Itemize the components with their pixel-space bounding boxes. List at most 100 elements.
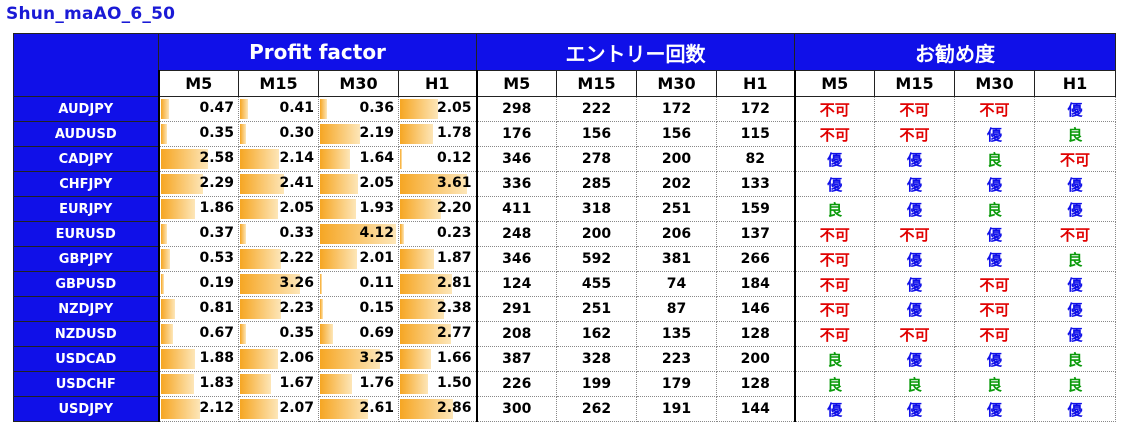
profit-factor-cell: 3.25 — [318, 346, 399, 372]
profit-factor-bar — [400, 174, 467, 194]
recommendation-cell: 優 — [954, 221, 1036, 247]
recommendation-cell: 優 — [874, 271, 956, 297]
entry-count-cell: 87 — [636, 296, 718, 322]
entry-count-cell: 176 — [475, 121, 558, 147]
recommendation-cell: 優 — [874, 346, 956, 372]
recommendation-cell: 優 — [1034, 321, 1117, 347]
recommendation-cell: 不可 — [874, 96, 956, 122]
page-title: Shun_maAO_6_50 — [6, 4, 176, 24]
profit-factor-bar — [400, 324, 452, 344]
profit-factor-cell: 0.19 — [157, 271, 239, 297]
profit-factor-cell: 2.61 — [318, 396, 399, 422]
profit-factor-bar — [240, 399, 279, 419]
timeframe-header: M15 — [874, 70, 956, 97]
profit-factor-cell: 2.19 — [318, 121, 399, 147]
profit-factor-cell: 1.88 — [157, 346, 239, 372]
entry-count-cell: 124 — [475, 271, 558, 297]
recommendation-cell: 不可 — [954, 271, 1036, 297]
profit-factor-value: 0.41 — [279, 100, 314, 116]
profit-factor-cell: 2.14 — [238, 146, 319, 172]
profit-factor-cell: 0.30 — [238, 121, 319, 147]
entry-count-cell: 200 — [636, 146, 718, 172]
profit-factor-cell: 0.23 — [397, 221, 478, 247]
entry-count-cell: 291 — [475, 296, 558, 322]
profit-factor-bar — [160, 274, 164, 294]
group-header-recommendation: お勧め度 — [794, 33, 1117, 71]
recommendation-cell: 優 — [874, 171, 956, 197]
profit-factor-value: 2.58 — [199, 150, 234, 166]
profit-factor-bar — [160, 199, 195, 219]
recommendation-cell: 不可 — [793, 321, 876, 347]
profit-factor-value: 1.67 — [279, 375, 314, 391]
recommendation-cell: 不可 — [954, 96, 1036, 122]
entry-count-cell: 144 — [716, 396, 796, 422]
profit-factor-bar — [320, 374, 353, 394]
recommendation-cell: 不可 — [793, 221, 876, 247]
profit-factor-value: 0.35 — [279, 325, 314, 341]
recommendation-cell: 良 — [954, 196, 1036, 222]
profit-factor-bar — [320, 299, 323, 319]
recommendation-cell: 良 — [954, 146, 1036, 172]
recommendation-cell: 不可 — [1034, 221, 1117, 247]
profit-factor-bar — [160, 224, 168, 244]
profit-factor-bar — [320, 174, 358, 194]
profit-factor-cell: 0.12 — [397, 146, 478, 172]
table-row: USDCAD 1.88 2.06 3.25 1.66 387 328 223 200 良優優良 — [13, 346, 1117, 372]
profit-factor-value: 2.22 — [279, 250, 314, 266]
profit-factor-cell: 0.67 — [157, 321, 239, 347]
recommendation-cell: 不可 — [874, 321, 956, 347]
profit-factor-value: 1.76 — [359, 375, 394, 391]
recommendation-cell: 不可 — [793, 296, 876, 322]
entry-count-cell: 266 — [716, 246, 796, 272]
profit-factor-value: 2.19 — [359, 125, 394, 141]
recommendation-cell: 優 — [874, 296, 956, 322]
profit-factor-bar — [240, 99, 248, 119]
recommendation-cell: 優 — [954, 246, 1036, 272]
profit-factor-value: 2.14 — [279, 150, 314, 166]
recommendation-cell: 不可 — [793, 271, 876, 297]
profit-factor-value: 1.93 — [359, 200, 394, 216]
entry-count-cell: 146 — [716, 296, 796, 322]
profit-factor-bar — [400, 349, 431, 369]
entry-count-cell: 208 — [475, 321, 558, 347]
profit-factor-value: 0.15 — [359, 300, 394, 316]
profit-factor-bar — [240, 174, 285, 194]
profit-factor-value: 2.81 — [436, 275, 472, 291]
recommendation-cell: 不可 — [793, 246, 876, 272]
profit-factor-bar — [160, 99, 170, 119]
profit-factor-bar — [240, 274, 301, 294]
recommendation-cell: 不可 — [874, 121, 956, 147]
profit-factor-value: 0.30 — [279, 125, 314, 141]
profit-factor-cell: 2.23 — [238, 296, 319, 322]
entry-count-cell: 74 — [636, 271, 718, 297]
entry-count-cell: 278 — [556, 146, 638, 172]
profit-factor-value: 0.19 — [199, 275, 234, 291]
entry-count-cell: 156 — [556, 121, 638, 147]
pair-label: CHFJPY — [13, 171, 159, 197]
profit-factor-cell: 0.35 — [238, 321, 319, 347]
profit-factor-value: 1.86 — [199, 200, 234, 216]
recommendation-cell: 良 — [1034, 346, 1117, 372]
profit-factor-bar — [400, 124, 433, 144]
profit-factor-bar — [160, 349, 196, 369]
table-row: USDJPY 2.12 2.07 2.61 2.86 300 262 191 144 優優優優 — [13, 396, 1117, 422]
profit-factor-value: 2.01 — [359, 250, 394, 266]
group-header-profit-factor: Profit factor — [157, 33, 478, 71]
profit-factor-bar — [320, 199, 356, 219]
entry-count-cell: 346 — [475, 246, 558, 272]
profit-factor-value: 2.86 — [436, 400, 472, 416]
profit-factor-cell: 0.11 — [318, 271, 399, 297]
profit-factor-cell: 2.22 — [238, 246, 319, 272]
profit-factor-bar — [240, 224, 247, 244]
recommendation-cell: 優 — [1034, 271, 1117, 297]
timeframe-header: M5 — [793, 70, 876, 97]
profit-factor-value: 0.67 — [199, 325, 234, 341]
profit-factor-value: 2.05 — [279, 200, 314, 216]
profit-factor-cell: 0.35 — [157, 121, 239, 147]
timeframe-header: H1 — [1034, 70, 1117, 97]
entry-count-cell: 135 — [636, 321, 718, 347]
pair-label: EURUSD — [13, 221, 159, 247]
pair-label: GBPJPY — [13, 246, 159, 272]
profit-factor-value: 0.35 — [199, 125, 234, 141]
profit-factor-cell: 0.69 — [318, 321, 399, 347]
